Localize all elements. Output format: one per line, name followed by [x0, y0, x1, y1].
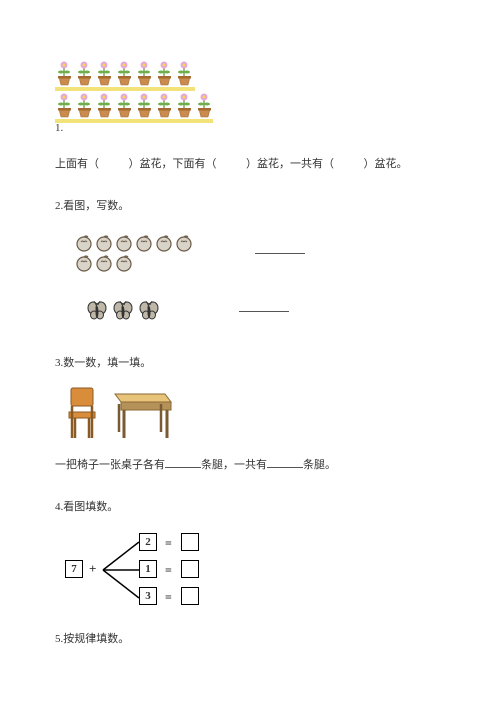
- q3-label: 3.数一数，填一填。: [55, 354, 445, 374]
- fruit-icon: [115, 254, 133, 272]
- question-4: 4.看图填数。 7 + 2 1 3 = = =: [55, 498, 445, 608]
- butterfly-icon: [137, 300, 161, 322]
- question-3: 3.数一数，填一填。 一把椅子一张桌子各有 条腿，一共有 条腿。: [55, 354, 445, 476]
- flower-pot-icon: [195, 92, 214, 118]
- flower-pot-icon: [175, 60, 194, 86]
- q1-t1: ）盆花，下面有（: [129, 158, 217, 170]
- q4-label: 4.看图填数。: [55, 498, 445, 518]
- q1-t0: 上面有（: [55, 158, 99, 170]
- box-branch: 2: [139, 533, 157, 551]
- q1-t2: ）盆花，一共有（: [246, 158, 334, 170]
- flower-pot-icon: [115, 92, 134, 118]
- fruits-row: [65, 224, 445, 282]
- butterfly-group: [85, 300, 161, 322]
- flower-pot-icon: [135, 60, 154, 86]
- box-branch: 1: [139, 560, 157, 578]
- plus-sign: +: [89, 561, 96, 577]
- equals-sign: =: [165, 536, 172, 551]
- fruit-icon: [75, 234, 93, 252]
- q1-sentence: 上面有（ ）盆花，下面有（ ）盆花，一共有（ ）盆花。: [55, 155, 445, 175]
- box-branch: 3: [139, 587, 157, 605]
- flower-pot-rows: [55, 60, 445, 123]
- butterflies-row: [65, 290, 445, 332]
- fruit-icon: [95, 254, 113, 272]
- q3-t1: 条腿，一共有: [201, 459, 267, 471]
- answer-box[interactable]: [181, 560, 199, 578]
- fruit-icon: [115, 234, 133, 252]
- chair-icon: [65, 384, 105, 440]
- flower-pot-icon: [75, 60, 94, 86]
- q3-t2: 条腿。: [303, 459, 336, 471]
- answer-blank[interactable]: [165, 467, 201, 468]
- question-5: 5.按规律填数。: [55, 630, 445, 650]
- fruit-icon: [175, 234, 193, 252]
- answer-blank[interactable]: [255, 253, 305, 254]
- butterfly-icon: [111, 300, 135, 322]
- branch-diagram: 7 + 2 1 3 = = =: [65, 532, 225, 608]
- butterfly-icon: [85, 300, 109, 322]
- equals-sign: =: [165, 563, 172, 578]
- chair-desk-image: [65, 384, 445, 440]
- q3-sentence: 一把椅子一张桌子各有 条腿，一共有 条腿。: [55, 456, 445, 476]
- q1-text: 1.: [55, 129, 445, 149]
- fruit-icon: [155, 234, 173, 252]
- shelf-top: [55, 87, 195, 91]
- fruit-icon: [75, 254, 93, 272]
- flower-pot-icon: [155, 60, 174, 86]
- flower-pot-icon: [95, 92, 114, 118]
- flower-pot-icon: [55, 60, 74, 86]
- q1-t3: ）盆花。: [364, 158, 408, 170]
- question-2: 2.看图，写数。: [55, 197, 445, 333]
- fruit-icon: [95, 234, 113, 252]
- answer-blank[interactable]: [267, 467, 303, 468]
- flower-pot-icon: [75, 92, 94, 118]
- answer-blank[interactable]: [239, 311, 289, 312]
- box-left: 7: [65, 560, 83, 578]
- fruit-group: [75, 234, 195, 272]
- flower-pot-icon: [115, 60, 134, 86]
- q5-label: 5.按规律填数。: [55, 630, 445, 650]
- equals-sign: =: [165, 590, 172, 605]
- flower-pot-icon: [175, 92, 194, 118]
- flower-pot-icon: [155, 92, 174, 118]
- desk-icon: [109, 384, 175, 440]
- question-1: 1. 上面有（ ）盆花，下面有（ ）盆花，一共有（ ）盆花。: [55, 60, 445, 175]
- q1-number: 1.: [55, 122, 63, 134]
- q3-t0: 一把椅子一张桌子各有: [55, 459, 165, 471]
- flower-pot-icon: [95, 60, 114, 86]
- fruit-icon: [135, 234, 153, 252]
- flower-pot-icon: [135, 92, 154, 118]
- flower-pot-icon: [55, 92, 74, 118]
- answer-box[interactable]: [181, 587, 199, 605]
- flower-row-bottom: [55, 92, 445, 118]
- shelf-bottom: [55, 119, 213, 123]
- answer-box[interactable]: [181, 533, 199, 551]
- flower-row-top: [55, 60, 445, 86]
- q2-label: 2.看图，写数。: [55, 197, 445, 217]
